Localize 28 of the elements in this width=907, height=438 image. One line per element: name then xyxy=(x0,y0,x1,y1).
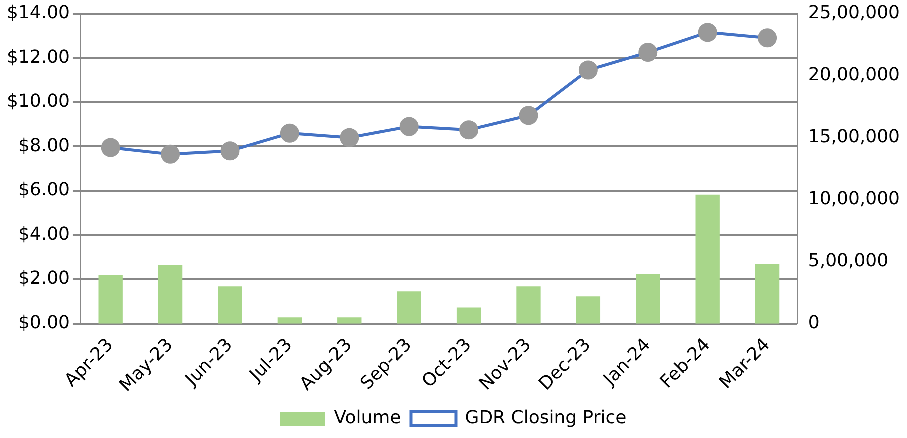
bar xyxy=(218,286,242,324)
y-tick-label: $0.00 xyxy=(18,312,70,334)
y-tick-label: $14.00 xyxy=(7,2,70,24)
legend-label: GDR Closing Price xyxy=(465,408,627,429)
y2-tick-label: 10,00,000 xyxy=(808,188,900,210)
y2-tick-label: 20,00,000 xyxy=(808,64,900,86)
y-tick-label: $4.00 xyxy=(18,224,70,245)
legend-label: Volume xyxy=(334,408,402,429)
bar xyxy=(755,264,780,324)
y-tick-label: $6.00 xyxy=(18,180,70,201)
y2-tick-label: 0 xyxy=(808,312,820,334)
y-tick-label: $8.00 xyxy=(18,135,70,156)
bar xyxy=(636,274,660,324)
y-tick-label: $2.00 xyxy=(18,268,70,290)
bar xyxy=(696,194,720,324)
y2-tick-label: 15,00,000 xyxy=(808,126,900,148)
bar xyxy=(338,318,362,324)
bar xyxy=(98,275,123,324)
y2-tick-label: 5,00,000 xyxy=(808,250,889,272)
y2-tick-label: 25,00,000 xyxy=(808,2,900,24)
bar xyxy=(516,286,541,324)
y-tick-label: $10.00 xyxy=(7,91,70,112)
bar xyxy=(158,266,183,324)
bar xyxy=(397,292,422,324)
bar xyxy=(456,308,482,324)
y-tick-label: $12.00 xyxy=(7,46,70,68)
bar xyxy=(576,296,601,324)
bar xyxy=(278,318,302,324)
